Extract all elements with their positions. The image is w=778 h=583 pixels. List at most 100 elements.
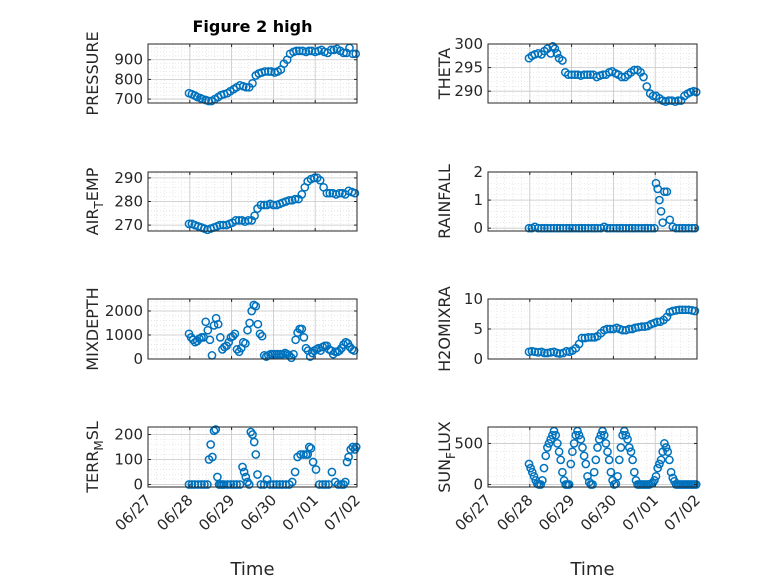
data-point	[665, 455, 674, 465]
data-point	[650, 223, 659, 233]
y-axis-label: TERRMSL	[83, 421, 106, 494]
data-point	[568, 447, 577, 457]
data-point	[540, 223, 549, 233]
subplot-air_temp: 270 280 290 AIRTEMP	[83, 167, 360, 235]
data-point	[248, 78, 257, 88]
data-point	[232, 345, 242, 354]
data-point	[533, 348, 543, 357]
axes-box	[147, 426, 358, 488]
figure-title: Figure 2 high	[193, 17, 313, 36]
data-point	[604, 455, 614, 465]
data-point	[574, 223, 584, 233]
data-point	[587, 333, 597, 342]
data-point	[583, 333, 593, 342]
data-point	[226, 480, 236, 489]
y-tick-label: 290	[114, 169, 143, 187]
series-markers	[524, 426, 701, 489]
data-point	[304, 46, 314, 56]
data-point	[661, 443, 671, 452]
data-point	[606, 467, 616, 477]
series-markers	[524, 178, 700, 233]
data-point	[627, 223, 637, 233]
data-point	[264, 67, 273, 76]
data-point	[318, 480, 328, 489]
y-tick-label: 0	[473, 219, 483, 237]
data-point	[577, 333, 587, 343]
data-point	[187, 480, 197, 489]
data-point	[238, 462, 247, 472]
y-axis-label-subscript: F	[444, 452, 458, 459]
data-point	[275, 480, 285, 489]
data-point	[656, 455, 666, 465]
data-point	[548, 42, 558, 51]
data-point	[651, 471, 661, 481]
data-point	[315, 480, 324, 489]
data-point	[673, 96, 683, 105]
data-point	[244, 480, 254, 489]
data-point	[201, 317, 211, 327]
data-point	[565, 223, 574, 233]
data-point	[269, 200, 278, 210]
data-point	[624, 324, 634, 334]
data-point	[260, 67, 270, 76]
series-markers	[184, 173, 360, 235]
data-point	[526, 463, 535, 473]
data-point	[651, 178, 661, 188]
data-point	[231, 216, 241, 225]
data-point	[350, 188, 360, 198]
data-point	[578, 443, 587, 452]
data-point	[601, 439, 611, 448]
data-point	[690, 223, 700, 233]
data-point	[564, 480, 574, 489]
data-point	[335, 188, 344, 198]
data-point	[536, 480, 546, 489]
data-point	[552, 223, 562, 233]
data-point	[591, 455, 601, 465]
axes-box	[487, 171, 698, 232]
data-point	[602, 324, 612, 334]
data-point	[602, 223, 612, 233]
plot-area	[488, 44, 697, 103]
y-axis-label: H2OMIXRA	[435, 286, 454, 372]
y-axis-label: AIRTEMP	[83, 167, 106, 235]
data-point	[691, 480, 701, 489]
data-point	[299, 333, 309, 342]
data-point	[566, 459, 576, 469]
data-point	[569, 439, 579, 448]
y-tick-label: 200	[114, 426, 143, 444]
data-point	[251, 450, 261, 459]
data-point	[311, 465, 321, 474]
data-point	[349, 346, 359, 355]
data-point	[269, 480, 278, 489]
data-point	[596, 430, 606, 440]
data-point	[184, 219, 194, 229]
data-point	[234, 216, 244, 225]
axes-box	[487, 43, 698, 104]
data-point	[229, 480, 239, 489]
data-point	[663, 447, 673, 457]
data-point	[665, 215, 675, 225]
data-point	[621, 223, 631, 233]
data-point	[637, 322, 647, 331]
y-axis-label-main: SUN	[435, 459, 454, 493]
data-point	[259, 200, 269, 210]
data-point	[666, 467, 676, 477]
data-point	[206, 440, 216, 449]
series-markers	[524, 305, 700, 358]
data-point	[232, 480, 241, 489]
data-point	[574, 430, 584, 440]
data-point	[253, 319, 263, 329]
y-axis-label-main: TERR	[83, 451, 102, 494]
data-point	[646, 223, 656, 233]
data-point	[548, 430, 557, 440]
data-point	[583, 223, 593, 233]
data-point	[255, 329, 265, 339]
data-point	[241, 339, 250, 348]
data-point	[215, 333, 225, 342]
data-point	[290, 467, 300, 477]
data-point	[624, 223, 634, 233]
y-axis-label-tail: SL	[83, 421, 102, 440]
data-point	[629, 467, 639, 477]
